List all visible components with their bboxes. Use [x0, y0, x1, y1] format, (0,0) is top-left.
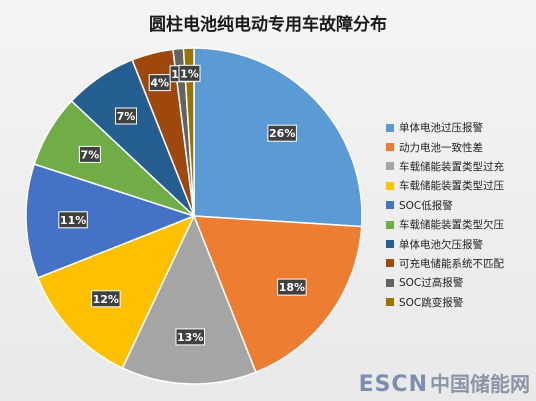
- watermark-latin: ESCN: [358, 372, 428, 397]
- slice-label-box: [175, 328, 205, 346]
- slice-label-text: 11%: [60, 214, 86, 227]
- slice-label-7: 7%: [115, 107, 137, 125]
- legend-swatch: [386, 143, 394, 152]
- slice-label-text: 7%: [81, 148, 100, 161]
- chart-title: 圆柱电池纯电动专用车故障分布: [149, 15, 387, 35]
- slice-label-text: 18%: [279, 281, 305, 294]
- legend-label: 单体电池欠压报警: [399, 238, 483, 251]
- slice-label-text: 1%: [180, 67, 199, 80]
- legend-label: SOC低报警: [399, 199, 453, 212]
- slice-label-box: [115, 107, 137, 125]
- legend-swatch: [386, 259, 394, 268]
- slice-label-box: [267, 124, 297, 142]
- legend-swatch: [386, 240, 394, 249]
- legend-label: SOC过高报警: [399, 277, 464, 290]
- slice-label-4: 12%: [91, 290, 121, 308]
- slice-label-6: 7%: [78, 145, 101, 163]
- legend-swatch: [386, 162, 394, 171]
- legend-label: 可充电储能系统不匹配: [399, 257, 504, 270]
- pie-slice-3: [121, 214, 257, 385]
- legend-label: 车载储能装置类型过充: [399, 160, 504, 173]
- chart-legend: 单体电池过压报警 动力电池一致性差车载储能装置类型过充 车载储能装置类型过压 SOC低…: [386, 118, 504, 312]
- legend-item-8: 可充电储能系统不匹配: [386, 254, 504, 273]
- slice-label-text: 26%: [269, 127, 295, 140]
- legend-swatch: [386, 220, 394, 229]
- legend-swatch: [386, 298, 394, 307]
- slice-label-box: [91, 290, 121, 308]
- legend-item-3: 车载储能装置类型过充: [386, 157, 504, 176]
- slice-label-box: [78, 145, 101, 163]
- legend-item-7: 单体电池欠压报警: [386, 234, 504, 253]
- slice-label-box: [178, 64, 201, 82]
- slice-label-3: 13%: [175, 328, 205, 346]
- slice-label-5: 11%: [58, 211, 88, 229]
- legend-item-2: 动力电池一致性差: [386, 137, 504, 156]
- legend-label: SOC跳变报警: [399, 296, 464, 309]
- legend-label: 车载储能装置类型过压: [399, 180, 504, 193]
- slice-label-text: 12%: [93, 293, 119, 306]
- pie-slice-5: [25, 163, 197, 279]
- watermark-chinese: 中国储能网: [430, 372, 530, 396]
- legend-item-1: 单体电池过压报警: [386, 118, 504, 137]
- legend-label: 车载储能装置类型欠压: [399, 219, 504, 232]
- legend-item-5: SOC低报警: [386, 196, 504, 215]
- legend-item-9: SOC过高报警: [386, 273, 504, 292]
- escn-watermark: ESCN 中国储能网: [359, 368, 530, 397]
- legend-item-4: 车载储能装置类型过压: [386, 176, 504, 195]
- legend-item-10: SOC跳变报警: [386, 293, 504, 312]
- slice-label-1: 26%: [267, 124, 297, 142]
- slice-label-box: [58, 211, 88, 229]
- legend-swatch: [386, 123, 394, 132]
- slice-label-8: 4%: [148, 74, 171, 92]
- pie-slice-10: [182, 47, 195, 217]
- legend-swatch: [386, 181, 394, 190]
- legend-swatch: [386, 201, 394, 210]
- slice-label-text: 4%: [150, 77, 169, 90]
- slice-label-text: 13%: [177, 331, 203, 344]
- slice-label-10: 1%: [178, 64, 201, 82]
- slice-label-text: 7%: [117, 110, 136, 123]
- legend-item-6: 车载储能装置类型欠压: [386, 215, 504, 234]
- legend-label: 单体电池过压报警: [399, 122, 483, 135]
- slice-label-2: 18%: [277, 278, 307, 296]
- slice-label-box: [277, 278, 307, 296]
- legend-swatch: [386, 278, 394, 287]
- slice-label-box: [148, 74, 171, 92]
- legend-label: 动力电池一致性差: [399, 141, 483, 154]
